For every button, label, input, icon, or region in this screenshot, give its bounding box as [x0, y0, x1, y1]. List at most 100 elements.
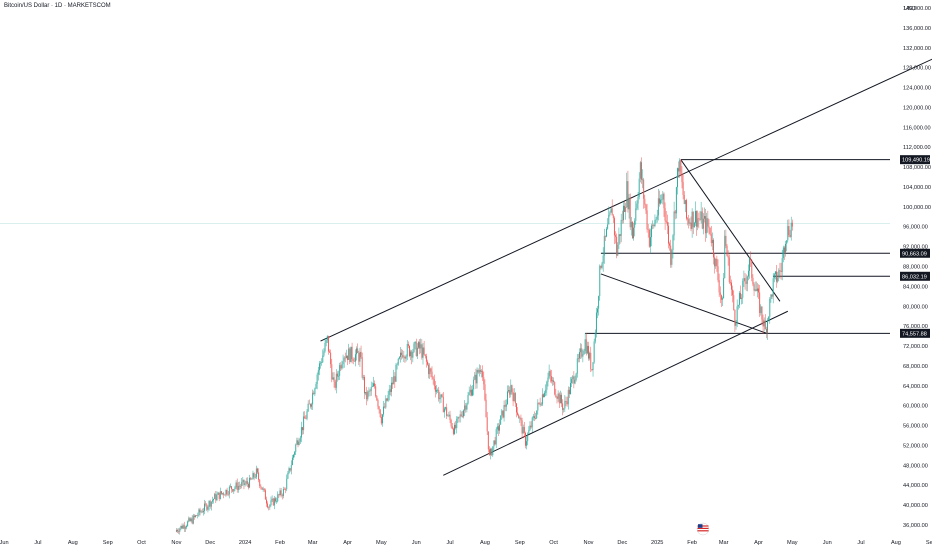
candle: [622, 201, 624, 224]
candle: [733, 290, 735, 311]
candle: [633, 222, 635, 241]
candle: [472, 385, 473, 397]
y-tick-label: 116,000.00: [903, 125, 931, 131]
candle: [377, 398, 379, 410]
candle: [751, 259, 753, 282]
candle: [352, 357, 354, 365]
candle: [336, 371, 338, 382]
candle: [639, 160, 641, 183]
x-tick-label: 2024: [239, 540, 251, 546]
candle: [180, 525, 182, 531]
x-tick-label: Nov: [584, 540, 594, 546]
candle: [595, 307, 597, 338]
y-tick-label: 136,000.00: [903, 26, 931, 32]
x-tick-label: Mar: [308, 540, 318, 546]
y-tick-label: 112,000.00: [903, 145, 931, 151]
candle: [481, 369, 482, 378]
candle: [638, 172, 640, 200]
candle: [213, 498, 215, 504]
y-tick-label: 80,000.00: [903, 304, 928, 310]
candle: [344, 352, 346, 363]
candle: [768, 316, 770, 322]
candle: [492, 446, 494, 457]
candle: [201, 508, 203, 513]
candle: [293, 454, 294, 461]
candle: [279, 487, 281, 497]
candle: [663, 192, 665, 217]
candle: [295, 443, 297, 456]
candle: [759, 284, 761, 317]
candle: [278, 493, 280, 499]
candle: [441, 393, 443, 398]
candle: [245, 477, 247, 486]
candle: [558, 392, 560, 409]
candle: [485, 393, 487, 418]
candle: [586, 341, 588, 355]
candle: [696, 210, 698, 236]
x-tick-label: Oct: [549, 540, 558, 546]
candle: [626, 172, 628, 208]
candle: [745, 274, 747, 292]
candle: [407, 341, 409, 349]
candle: [709, 227, 711, 236]
candle: [579, 348, 580, 363]
candle: [475, 368, 477, 389]
candle: [241, 478, 243, 489]
candle: [753, 282, 755, 297]
candle: [285, 487, 287, 494]
candle: [679, 158, 681, 178]
candle: [608, 206, 610, 225]
candle: [704, 207, 705, 223]
candle: [405, 354, 407, 362]
candle: [539, 397, 541, 407]
candle: [571, 376, 573, 388]
candle: [762, 314, 764, 334]
candle: [517, 407, 519, 416]
x-tick-label: May: [376, 540, 387, 546]
candle: [741, 294, 743, 305]
candle: [683, 191, 685, 205]
candle: [769, 297, 771, 324]
candle: [705, 208, 707, 242]
candle: [734, 309, 736, 333]
candle: [609, 210, 611, 217]
candle: [478, 364, 480, 377]
candle: [781, 249, 783, 281]
candle: [644, 194, 646, 209]
candle: [501, 409, 503, 420]
candle: [341, 360, 343, 371]
candle: [365, 392, 367, 396]
candle: [743, 270, 745, 287]
candle: [749, 257, 750, 279]
candle: [474, 371, 476, 381]
candle: [669, 241, 671, 251]
candle: [666, 214, 668, 235]
candle: [356, 346, 358, 361]
candle: [391, 376, 392, 397]
candle: [308, 399, 310, 405]
x-tick-label: Oct: [137, 540, 146, 546]
y-tick-label: 140,000.00: [903, 6, 931, 12]
candle: [357, 343, 359, 354]
candle: [620, 213, 622, 243]
candle: [728, 254, 730, 284]
candle: [273, 495, 275, 510]
x-tick-label: Dec: [617, 540, 627, 546]
candle: [449, 410, 451, 424]
candle: [383, 400, 385, 417]
candle: [233, 488, 235, 495]
candle: [662, 191, 664, 205]
candle: [298, 438, 300, 446]
candle: [520, 414, 522, 426]
candle: [700, 201, 702, 224]
candle: [646, 203, 648, 233]
candle: [699, 210, 701, 222]
candle: [656, 209, 658, 223]
candle: [591, 369, 593, 372]
candle: [561, 392, 562, 407]
candle: [248, 482, 249, 490]
candle: [505, 399, 507, 412]
candle: [486, 411, 488, 435]
candle: [554, 381, 556, 396]
